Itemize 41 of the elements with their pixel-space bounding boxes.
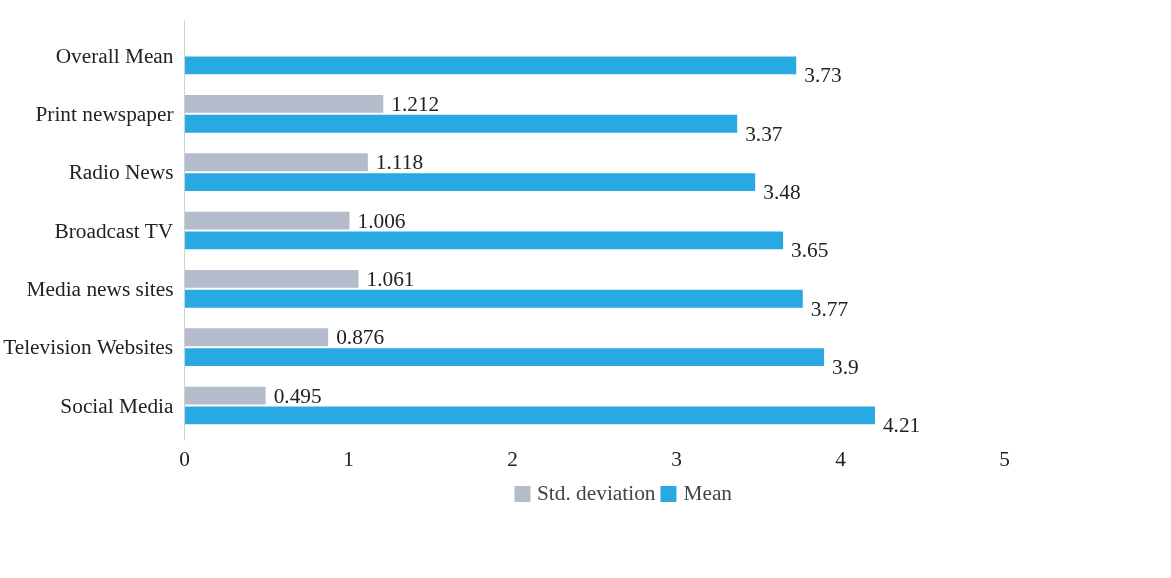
- data-label: 0.495: [273, 383, 322, 408]
- data-label: 1.006: [357, 208, 406, 233]
- legend-label: Mean: [683, 480, 733, 506]
- bar: [184, 211, 350, 230]
- legend-label: Std. deviation: [536, 480, 656, 506]
- data-label: 3.77: [810, 296, 849, 321]
- bar: [184, 348, 825, 367]
- y-tick-label: Social Media: [60, 393, 175, 418]
- y-tick-label: Overall Mean: [55, 43, 174, 68]
- bar: [184, 114, 738, 133]
- x-tick-label: 5: [999, 446, 1010, 471]
- data-label: 3.65: [791, 238, 829, 263]
- x-tick-label: 3: [671, 446, 682, 471]
- data-label: 1.118: [375, 150, 424, 175]
- bar: [184, 173, 756, 192]
- x-tick-label: 4: [835, 446, 847, 471]
- bar: [184, 231, 784, 250]
- bar: [184, 289, 803, 308]
- data-label: 4.21: [882, 413, 921, 438]
- y-tick-label: Media news sites: [26, 276, 174, 301]
- data-label: 3.73: [804, 63, 842, 88]
- y-tick-label: Radio News: [68, 160, 174, 185]
- bar: [184, 94, 384, 113]
- x-tick-label: 2: [507, 446, 518, 471]
- data-label: 1.212: [391, 91, 440, 116]
- bar: [184, 386, 266, 405]
- x-tick-label: 0: [179, 446, 190, 471]
- y-tick-label: Print newspaper: [35, 101, 174, 126]
- bar: [184, 328, 329, 347]
- data-label: 3.9: [832, 355, 859, 380]
- data-label: 3.37: [745, 121, 783, 146]
- bar: [184, 56, 797, 75]
- y-tick-label: Broadcast TV: [54, 218, 174, 243]
- bar: [184, 269, 359, 288]
- data-label: 1.061: [366, 266, 415, 291]
- data-label: 0.876: [336, 325, 385, 350]
- bar: [184, 153, 368, 172]
- bar: [184, 406, 875, 425]
- y-tick-label: Television Websites: [3, 335, 174, 360]
- x-tick-label: 1: [343, 446, 354, 471]
- data-label: 3.48: [763, 180, 801, 205]
